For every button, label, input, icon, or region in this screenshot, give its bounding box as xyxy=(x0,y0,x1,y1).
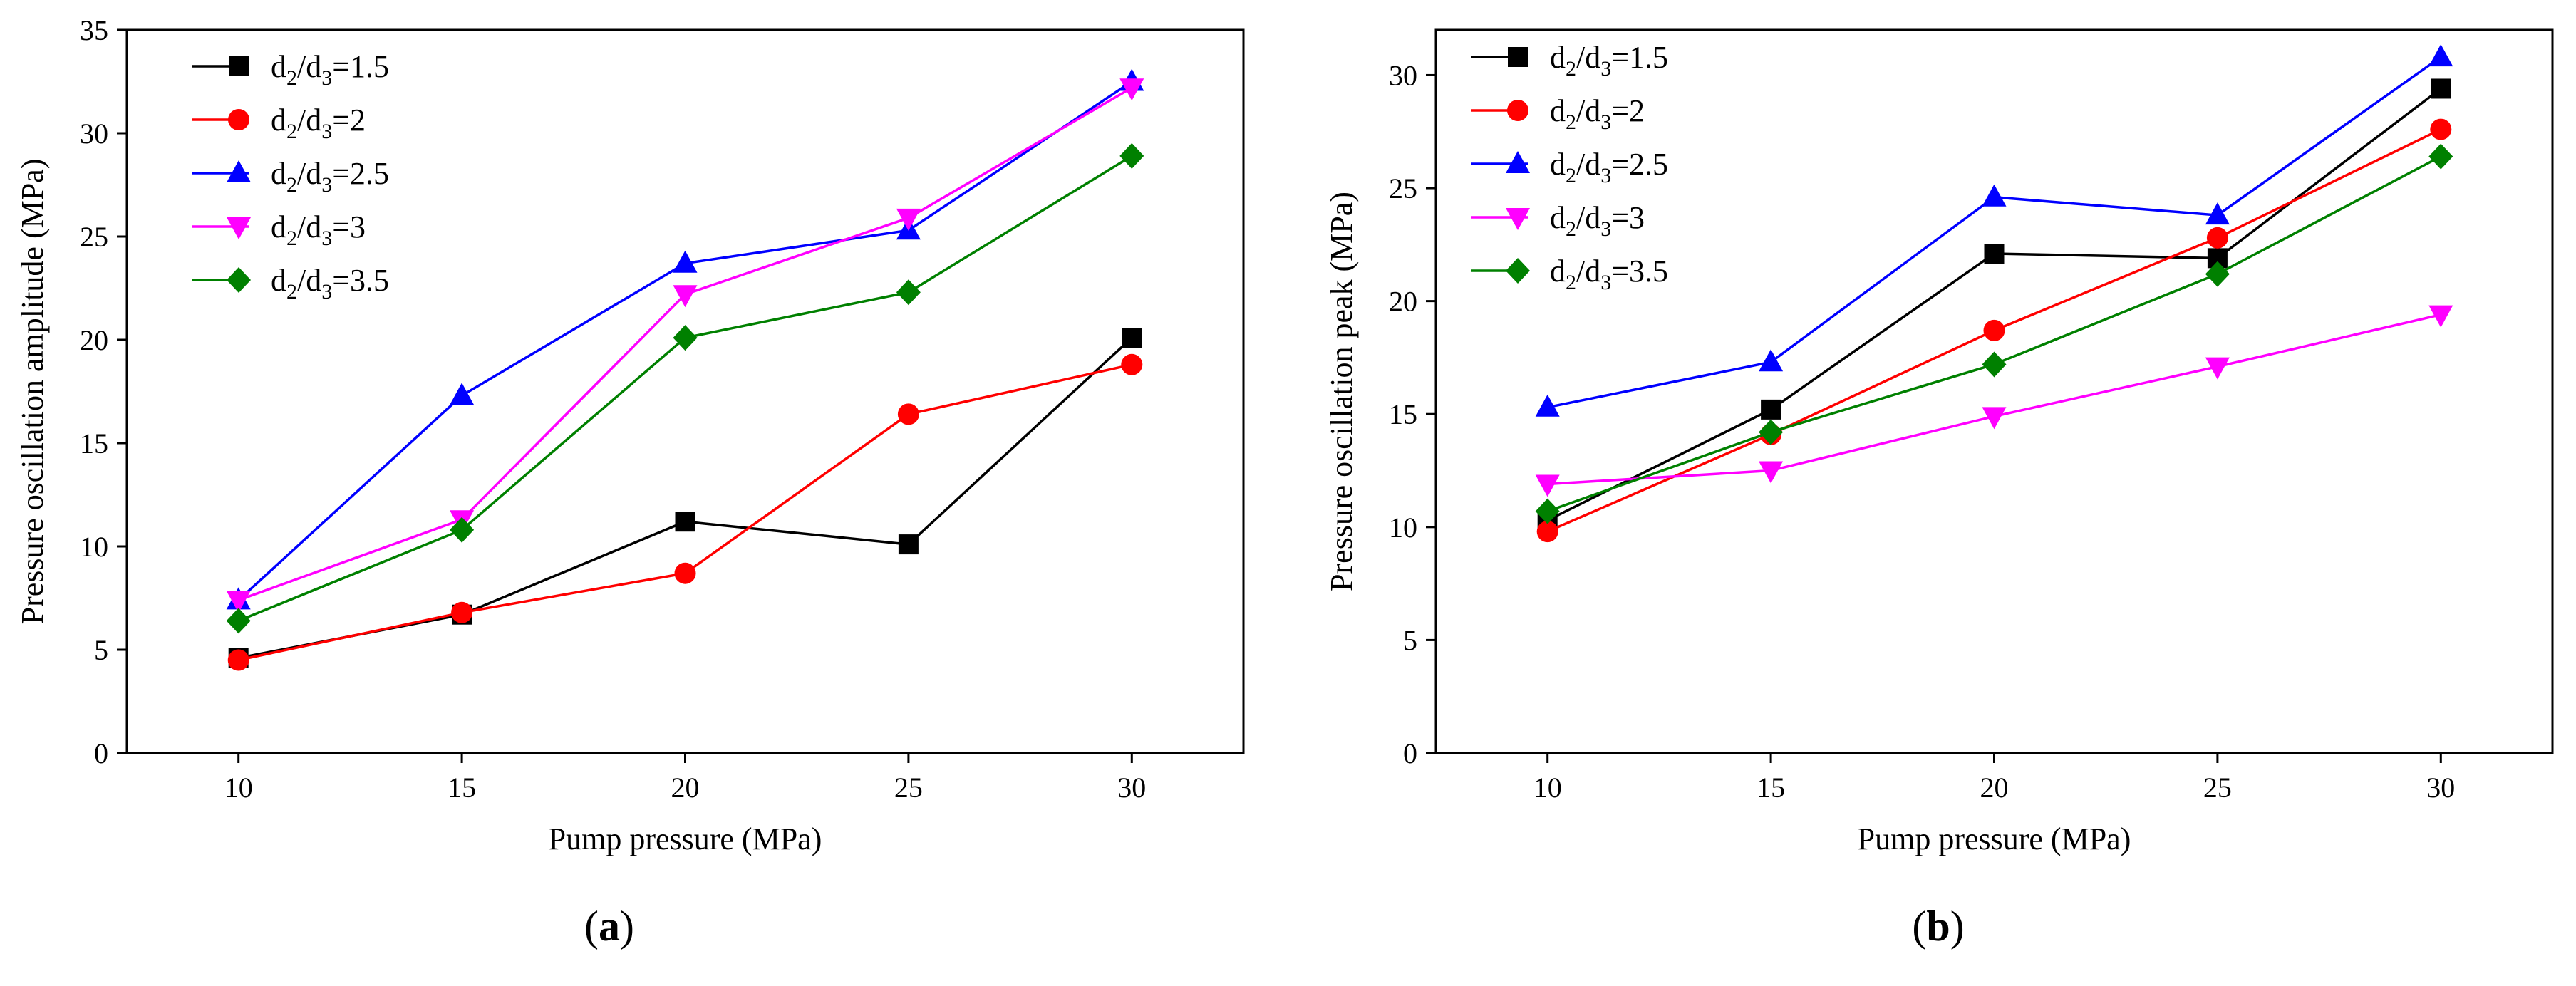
y-tick-label: 20 xyxy=(80,324,108,356)
legend-label: d2/d3=1.5 xyxy=(1550,40,1668,81)
y-tick-label: 30 xyxy=(80,118,108,150)
data-point xyxy=(1759,461,1784,484)
y-axis-title: Pressure oscillation peak (MPa) xyxy=(1324,192,1359,591)
data-point xyxy=(1119,78,1144,101)
y-axis-title: Pressure oscillation amplitude (MPa) xyxy=(15,159,50,625)
legend-marker xyxy=(227,160,251,182)
y-tick-label: 5 xyxy=(1403,624,1417,656)
y-tick-label: 10 xyxy=(80,531,108,563)
legend: d2/d3=1.5 d2/d3=2 d2/d3=2.5 d2/d3=3 d2/d3=3.… xyxy=(1471,40,1668,294)
legend-label: d2/d3=1.5 xyxy=(271,49,389,90)
data-point xyxy=(1982,351,2007,378)
legend-marker xyxy=(1507,100,1528,121)
x-tick-label: 15 xyxy=(1757,772,1785,804)
y-tick-label: 0 xyxy=(94,737,108,769)
data-point xyxy=(226,608,251,634)
data-point xyxy=(1122,328,1142,348)
data-point xyxy=(896,208,921,231)
x-tick-label: 10 xyxy=(224,772,253,804)
y-tick-label: 15 xyxy=(80,427,108,460)
legend-marker xyxy=(228,109,249,130)
panel-label: (b) xyxy=(1912,903,1964,950)
legend-marker xyxy=(229,56,249,76)
data-point xyxy=(1759,419,1784,445)
data-point xyxy=(673,250,698,273)
data-point xyxy=(673,325,698,351)
data-point xyxy=(2205,202,2230,225)
legend-marker xyxy=(1508,47,1528,67)
x-tick-label: 30 xyxy=(2426,772,2455,804)
legend-label: d2/d3=2 xyxy=(1550,93,1645,134)
legend-marker xyxy=(1506,258,1530,284)
x-tick-label: 30 xyxy=(1117,772,1146,804)
data-point xyxy=(451,601,473,623)
data-point xyxy=(1983,319,2005,341)
data-point xyxy=(675,512,695,532)
data-point xyxy=(2428,44,2453,67)
data-point xyxy=(2428,143,2453,170)
legend-label: d2/d3=2.5 xyxy=(1550,147,1668,187)
data-point xyxy=(673,285,698,308)
legend-label: d2/d3=2.5 xyxy=(271,156,389,197)
data-point xyxy=(2430,118,2452,140)
y-tick-label: 15 xyxy=(1389,398,1417,430)
x-axis-title: Pump pressure (MPa) xyxy=(1858,821,2131,856)
plot-frame xyxy=(1434,28,2554,754)
data-point xyxy=(1536,521,1558,543)
data-point xyxy=(1535,498,1560,524)
data-point xyxy=(226,591,251,613)
legend: d2/d3=1.5 d2/d3=2 d2/d3=2.5 d2/d3=3 d2/d3=3.… xyxy=(192,49,389,303)
data-point xyxy=(2428,305,2453,328)
data-point xyxy=(1982,407,2007,430)
data-point xyxy=(1759,349,1784,372)
data-point xyxy=(2205,357,2230,380)
data-point xyxy=(450,383,475,405)
legend-label: d2/d3=3 xyxy=(271,209,366,250)
chart-panel-b: 10 15 20 25 30 0 5 10 15 20 25 30 Pump pressure (MPa… xyxy=(1324,28,2554,950)
y-tick-label: 35 xyxy=(80,14,108,46)
legend-label: d2/d3=2 xyxy=(271,103,366,143)
legend-marker xyxy=(227,267,251,293)
data-point xyxy=(2431,78,2451,99)
data-point xyxy=(1535,394,1560,417)
y-tick-label: 30 xyxy=(1389,59,1417,91)
legend-marker xyxy=(1506,151,1530,173)
data-point xyxy=(2205,261,2230,287)
x-tick-label: 10 xyxy=(1533,772,1562,804)
y-tick-label: 5 xyxy=(94,634,108,666)
chart-panel-a: 10 15 20 25 30 0 5 10 15 20 25 30 35 Pump pressure (M… xyxy=(15,14,1245,950)
y-tick-label: 20 xyxy=(1389,286,1417,318)
data-point xyxy=(1535,474,1560,497)
x-tick-label: 25 xyxy=(894,772,923,804)
y-tick-label: 10 xyxy=(1389,512,1417,544)
x-tick-label: 25 xyxy=(2203,772,2232,804)
data-point xyxy=(897,403,919,425)
data-point xyxy=(2206,227,2228,249)
panel-label: (a) xyxy=(584,903,634,950)
y-tick-label: 25 xyxy=(1389,172,1417,204)
x-tick-label: 20 xyxy=(671,772,700,804)
data-point xyxy=(1121,353,1143,375)
data-point xyxy=(1761,399,1781,420)
data-point xyxy=(674,562,696,584)
data-point xyxy=(896,279,921,306)
series-line-1 xyxy=(238,336,1133,660)
legend-label: d2/d3=3.5 xyxy=(1550,254,1668,294)
data-point xyxy=(227,649,249,671)
x-tick-label: 15 xyxy=(448,772,476,804)
legend-label: d2/d3=3.5 xyxy=(271,263,389,303)
x-axis-title: Pump pressure (MPa) xyxy=(549,821,822,856)
legend-marker xyxy=(227,217,251,239)
y-tick-label: 0 xyxy=(1403,737,1417,769)
data-point xyxy=(450,517,475,543)
legend-label: d2/d3=3 xyxy=(1550,200,1645,241)
data-point xyxy=(1984,244,2005,264)
data-point xyxy=(1119,142,1144,169)
y-tick-label: 25 xyxy=(80,221,108,253)
legend-marker xyxy=(1506,208,1530,230)
x-tick-label: 20 xyxy=(1980,772,2009,804)
data-point xyxy=(898,534,919,555)
data-point xyxy=(1982,184,2007,207)
